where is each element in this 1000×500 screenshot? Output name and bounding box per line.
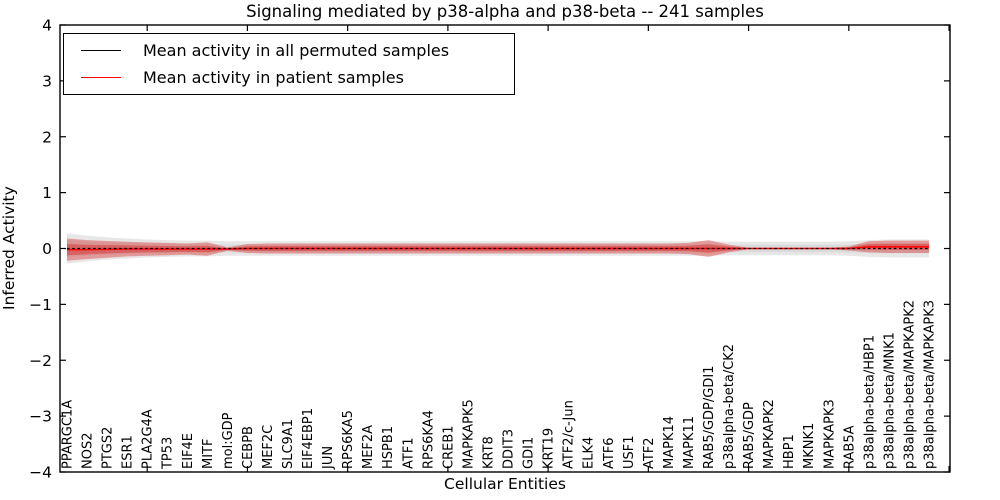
x-category-label: CEBPB [241,426,256,469]
x-category-label: EIF4EBP1 [301,408,316,469]
legend-line-black [81,50,121,52]
y-tick-label: −4 [29,464,52,482]
x-category-label: ATF6 [602,437,617,469]
x-category-label: mol:GDP [221,412,236,469]
x-category-label: MITF [201,439,216,469]
x-axis-title: Cellular Entities [444,475,566,493]
chart-title: Signaling mediated by p38-alpha and p38-… [246,2,764,21]
x-category-label: HBP1 [782,434,797,469]
x-category-label: PLA2G4A [141,409,156,469]
y-tick-label: −3 [29,408,52,426]
y-tick-label: 3 [42,72,52,90]
y-axis-title: Inferred Activity [0,186,18,311]
x-category-label: RAB5A [842,425,857,469]
x-category-label: p38alpha-beta/HBP1 [862,335,877,469]
x-category-label: MAPK11 [682,416,697,469]
x-category-label: NOS2 [81,433,96,469]
x-category-label: RPS6KA4 [421,410,436,469]
x-category-label: TP53 [161,437,176,470]
x-category-label: EIF4E [181,433,196,469]
legend-label: Mean activity in patient samples [143,67,404,87]
x-category-label: p38alpha-beta/MNK1 [882,332,897,469]
x-category-label: PTGS2 [101,427,116,469]
x-category-label: MAPKAPK2 [762,399,777,469]
y-tick-label: −2 [29,352,52,370]
y-tick-label: −1 [29,296,52,314]
legend-item-permuted: Mean activity in all permuted samples [64,41,514,60]
x-category-label: ATF2 [642,437,657,469]
x-category-label: ATF1 [401,437,416,469]
x-category-label: RAB5/GDP [742,402,757,469]
x-category-label: ATF2/c-Jun [562,400,577,469]
x-category-label: KRT8 [481,436,496,469]
x-category-label: p38alpha-beta/MAPKAPK2 [902,300,917,469]
x-category-label: USF1 [622,435,637,469]
x-category-label: JUN [321,446,336,470]
x-category-label: ESR1 [121,435,136,469]
y-tick-label: 2 [42,128,52,146]
x-category-label: MAPKAPK3 [822,399,837,469]
x-category-label: HSPB1 [381,426,396,469]
legend-label: Mean activity in all permuted samples [143,41,450,61]
x-category-label: GDI1 [522,437,537,469]
x-category-label: MEF2C [261,425,276,469]
x-category-label: RAB5/GDP/GDI1 [702,366,717,469]
x-category-label: MAPKAPK5 [461,399,476,469]
legend-line-red [81,76,121,78]
legend-item-patient: Mean activity in patient samples [64,68,514,87]
legend: Mean activity in all permuted samples Me… [63,33,515,95]
x-category-label: CREB1 [441,425,456,469]
y-tick-label: 0 [42,240,52,258]
y-tick-label: 1 [42,184,52,202]
x-category-label: p38alpha-beta/MAPKAPK3 [923,300,938,469]
x-category-label: PPARGC1A [61,400,76,469]
x-category-label: MAPK14 [662,416,677,469]
x-category-label: DDIT3 [502,429,517,469]
patient-spread-band-outer [67,238,929,261]
x-category-label: KRT19 [542,428,557,469]
y-tick-label: 4 [42,17,52,35]
x-category-label: MEF2A [361,425,376,469]
patient-spread-band-inner [67,243,929,256]
x-category-label: ELK4 [582,437,597,469]
x-category-label: p38alpha-beta/CK2 [722,344,737,469]
x-category-label: RPS6KA5 [341,410,356,469]
x-category-label: MKNK1 [802,423,817,469]
x-category-label: SLC9A1 [281,419,296,469]
